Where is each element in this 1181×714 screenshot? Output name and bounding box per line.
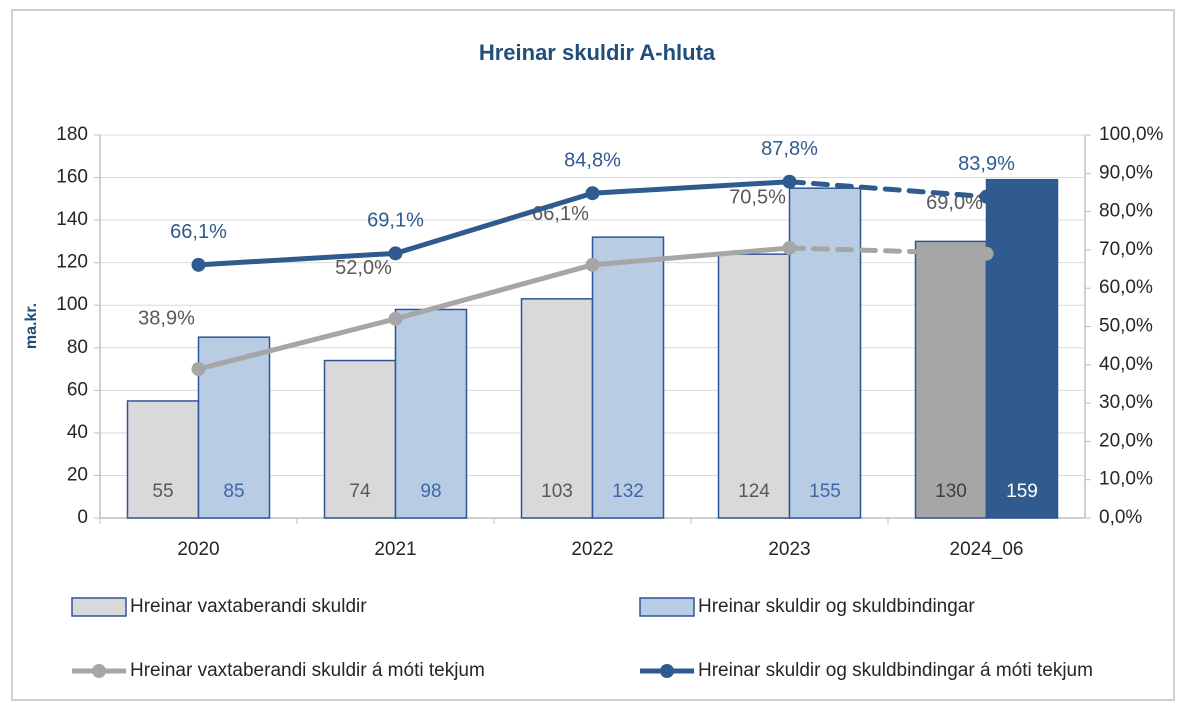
y2-tick-label: 60,0%: [1099, 277, 1153, 298]
line-point: [388, 311, 403, 326]
legend-swatch: [639, 597, 695, 617]
line-value-label: 66,1%: [170, 221, 227, 243]
bar-value-label: 155: [809, 481, 841, 502]
y-tick-label: 40: [67, 422, 88, 443]
line-segment: [787, 179, 989, 200]
line-value-label: 83,9%: [958, 153, 1015, 175]
x-tick-label: 2020: [177, 539, 219, 560]
bar: [394, 308, 468, 519]
y-tick-label: 120: [56, 252, 88, 273]
bar-value-label: 74: [349, 481, 371, 502]
bar: [717, 253, 791, 519]
line-point: [979, 246, 994, 261]
line-segment: [590, 245, 792, 268]
line-value-label: 87,8%: [761, 138, 818, 160]
line-value-label: 69,0%: [926, 192, 983, 214]
line-point: [388, 246, 403, 261]
y-tick-label: 0: [77, 507, 88, 528]
y-tick-label: 20: [67, 464, 88, 485]
line-segment: [393, 190, 595, 256]
legend-swatch: [71, 597, 127, 617]
line-point: [191, 362, 206, 377]
y2-tick-label: 30,0%: [1099, 392, 1153, 413]
bar-value-label: 132: [612, 481, 644, 502]
y2-tick-label: 100,0%: [1099, 124, 1164, 145]
line-point: [585, 257, 600, 272]
legend-marker: [92, 664, 106, 678]
line-segment: [196, 250, 398, 268]
legend-label: Hreinar skuldir og skuldbindingar: [698, 596, 975, 617]
y-tick-label: 100: [56, 294, 88, 315]
line-value-label: 84,8%: [564, 149, 621, 171]
line-value-label: 38,9%: [138, 307, 195, 329]
y-tick-label: 80: [67, 337, 88, 358]
y2-tick-label: 10,0%: [1099, 469, 1153, 490]
y-tick-label: 160: [56, 167, 88, 188]
line-point: [585, 186, 600, 201]
bar: [591, 236, 665, 519]
x-tick-label: 2022: [571, 539, 613, 560]
x-tick-label: 2021: [374, 539, 416, 560]
line-point: [191, 257, 206, 272]
y-tick-label: 60: [67, 379, 88, 400]
line-segment: [196, 316, 398, 372]
bar: [914, 240, 988, 519]
bar: [985, 178, 1059, 519]
bar-value-label: 103: [541, 481, 573, 502]
bar-value-label: 98: [420, 481, 441, 502]
chart-title: Hreinar skuldir A-hluta: [479, 40, 716, 65]
line-point: [979, 189, 994, 204]
bar-value-label: 159: [1006, 481, 1038, 502]
y2-tick-label: 70,0%: [1099, 239, 1153, 260]
y2-tick-label: 40,0%: [1099, 354, 1153, 375]
y2-tick-label: 20,0%: [1099, 430, 1153, 451]
legend-label: Hreinar vaxtaberandi skuldir á móti tekj…: [130, 660, 485, 681]
bar-value-label: 55: [152, 481, 173, 502]
line-segment: [590, 179, 792, 196]
bar: [323, 359, 397, 519]
x-tick-label: 2024_06: [950, 539, 1024, 560]
line-point: [782, 174, 797, 189]
y2-tick-label: 80,0%: [1099, 201, 1153, 222]
legend-marker: [660, 664, 674, 678]
y2-tick-label: 0,0%: [1099, 507, 1142, 528]
bar-value-label: 124: [738, 481, 770, 502]
y2-tick-label: 90,0%: [1099, 162, 1153, 183]
y2-tick-label: 50,0%: [1099, 316, 1153, 337]
x-tick-label: 2023: [768, 539, 810, 560]
y-axis-label: ma.kr.: [23, 303, 40, 349]
line-value-label: 52,0%: [335, 257, 392, 279]
bar-value-label: 130: [935, 481, 967, 502]
bar-value-label: 85: [223, 481, 244, 502]
line-segment: [393, 262, 595, 322]
line-value-label: 66,1%: [532, 203, 589, 225]
line-value-label: 70,5%: [729, 186, 786, 208]
bar: [520, 298, 594, 519]
line-value-label: 69,1%: [367, 210, 424, 232]
legend-label: Hreinar vaxtaberandi skuldir: [130, 596, 367, 617]
bar: [788, 187, 862, 519]
y-tick-label: 180: [56, 124, 88, 145]
legend-label: Hreinar skuldir og skuldbindingar á móti…: [698, 660, 1093, 681]
line-point: [782, 240, 797, 255]
y-tick-label: 140: [56, 209, 88, 230]
line-segment: [787, 245, 989, 257]
